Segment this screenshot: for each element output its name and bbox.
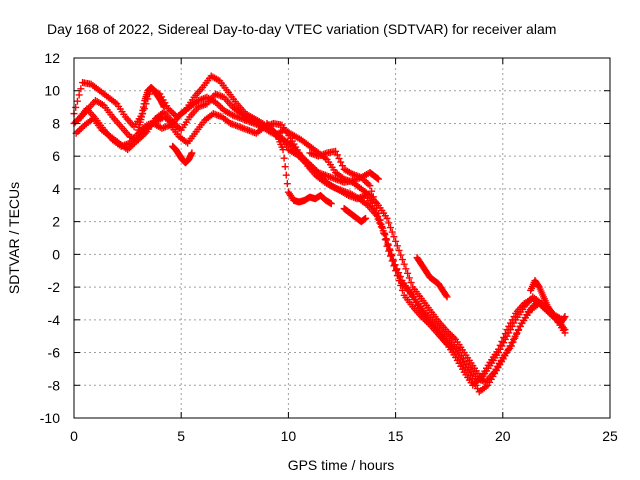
y-tick-label: -10	[40, 410, 60, 426]
series-track-3	[72, 110, 569, 396]
data-point	[384, 241, 392, 249]
data-point	[283, 180, 291, 188]
data-point	[386, 246, 394, 254]
series-fragment-e	[340, 205, 370, 226]
data-point	[386, 224, 394, 232]
data-point	[381, 231, 389, 239]
data-point	[73, 97, 81, 105]
data-point	[398, 286, 406, 294]
data-point	[280, 154, 288, 162]
y-tick-label: 8	[52, 115, 60, 131]
data-point	[282, 171, 290, 179]
x-tick-label: 10	[281, 428, 297, 444]
series-fragment-f	[413, 254, 451, 301]
data-point	[390, 233, 398, 241]
data-point	[77, 85, 85, 93]
data-point	[333, 151, 341, 159]
series-fragment-a	[134, 83, 168, 134]
y-axis-tick-labels: -10 -8 -6 -4 -2 0 2 4 6 8 10 12	[40, 50, 60, 426]
y-tick-label: 2	[52, 214, 60, 230]
data-point	[337, 158, 345, 166]
data-point	[442, 292, 450, 300]
y-tick-label: 10	[44, 83, 60, 99]
chart-title: Day 168 of 2022, Sidereal Day-to-day VTE…	[47, 21, 556, 37]
data-point	[443, 293, 451, 301]
y-tick-label: -4	[48, 312, 61, 328]
data-point	[385, 219, 393, 227]
y-tick-label: 0	[52, 246, 60, 262]
y-tick-label: 6	[52, 148, 60, 164]
x-tick-label: 5	[177, 428, 185, 444]
data-point	[72, 103, 80, 111]
data-point	[404, 269, 412, 277]
data-point	[393, 242, 401, 250]
series-fragment-b	[169, 142, 196, 167]
plot-area-frame	[73, 57, 611, 419]
data-point	[327, 200, 335, 208]
y-axis-title: SDTVAR / TECUs	[6, 182, 22, 294]
data-point	[160, 103, 168, 111]
x-axis-tick-labels: 0 5 10 15 20 25	[70, 428, 618, 444]
data-point	[273, 131, 281, 139]
data-point	[560, 314, 568, 322]
y-tick-label: -6	[48, 345, 61, 361]
data-points	[70, 72, 569, 396]
series-fragment-c	[263, 119, 335, 208]
x-axis-title: GPS time / hours	[288, 457, 395, 473]
data-point	[281, 163, 289, 171]
data-point	[366, 182, 374, 190]
series-fragment-g	[527, 277, 569, 327]
data-point	[332, 147, 340, 155]
series-track-4	[74, 90, 563, 383]
data-point	[395, 269, 403, 277]
data-point	[395, 246, 403, 254]
x-tick-label: 0	[70, 428, 78, 444]
data-point	[338, 162, 346, 170]
data-point	[392, 237, 400, 245]
y-tick-label: -2	[48, 279, 61, 295]
data-point	[405, 274, 413, 282]
data-point	[402, 265, 410, 273]
data-point	[374, 215, 382, 223]
data-point	[396, 273, 404, 281]
data-point	[362, 214, 370, 222]
axis-ticks	[73, 57, 611, 419]
data-point	[407, 279, 415, 287]
y-tick-label: 12	[44, 50, 60, 66]
data-point	[389, 257, 397, 265]
data-point	[374, 175, 382, 183]
x-tick-label: 15	[388, 428, 404, 444]
data-point	[397, 251, 405, 259]
data-point	[393, 265, 401, 273]
data-point	[383, 236, 391, 244]
x-tick-label: 25	[602, 428, 618, 444]
data-point	[388, 252, 396, 260]
x-tick-label: 20	[495, 428, 511, 444]
series-fragment-d	[306, 147, 382, 183]
data-point	[376, 219, 384, 227]
data-point	[372, 211, 380, 219]
data-point	[377, 223, 385, 231]
data-point	[75, 91, 83, 99]
data-point	[335, 154, 343, 162]
data-point	[388, 228, 396, 236]
y-tick-label: -8	[48, 377, 61, 393]
data-point	[400, 260, 408, 268]
data-point	[561, 313, 569, 321]
data-point	[188, 149, 196, 157]
data-point	[383, 214, 391, 222]
data-point	[279, 146, 287, 154]
data-point	[379, 227, 387, 235]
y-tick-label: 4	[52, 181, 60, 197]
data-point	[391, 261, 399, 269]
data-point	[561, 329, 569, 337]
data-point	[398, 256, 406, 264]
